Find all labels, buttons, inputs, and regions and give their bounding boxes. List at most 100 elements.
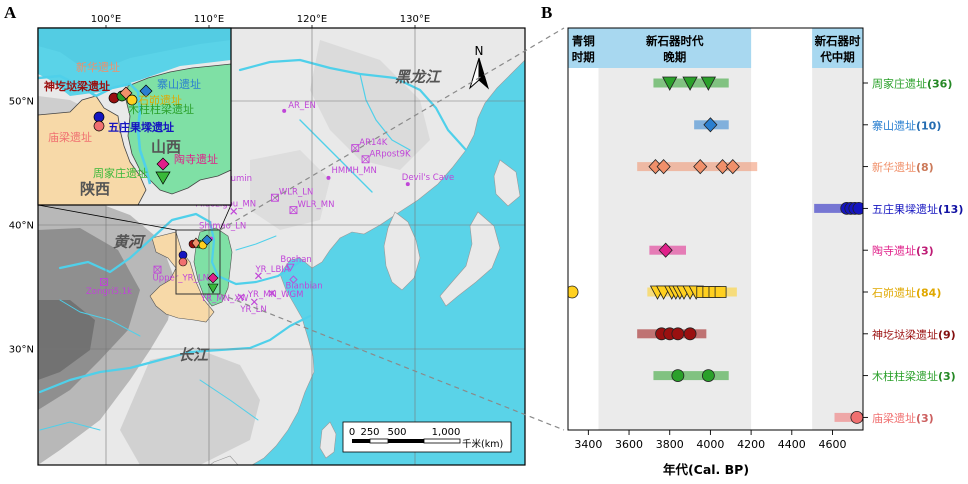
range-bar xyxy=(814,203,863,213)
ref-site-label: Boshan xyxy=(280,255,311,265)
longitude-label: 130°E xyxy=(400,14,430,25)
inset-label-taosi: 陶寺遗址 xyxy=(174,152,218,166)
period-header-label: 时期 xyxy=(572,50,595,64)
latitude-label: 50°N xyxy=(9,97,34,108)
inset-label-miaoliang: 庙梁遗址 xyxy=(48,130,92,144)
range-bar xyxy=(653,371,729,381)
svg-text:250: 250 xyxy=(360,427,379,438)
inset-map: 新华遗址 神圪垯梁遗址 寨山遗址 石峁遗址 木柱柱梁遗址 五庄果墚遗址 庙梁遗址… xyxy=(37,27,232,206)
svg-text:千米(km): 千米(km) xyxy=(462,438,503,450)
ref-site-marker xyxy=(289,275,298,284)
ref-site-zongri5-1k: Zongri5.1k xyxy=(86,278,132,297)
ref-site-devil-s-cave: Devil's Cave xyxy=(402,173,454,187)
main-map-frame xyxy=(37,27,526,466)
leader-line-top xyxy=(219,27,565,231)
period-header-0 xyxy=(568,28,599,68)
ref-site-yr-mn-wgm: YR_MN_WGM xyxy=(247,289,303,300)
data-point xyxy=(852,202,863,215)
period-header-label: 代中期 xyxy=(819,50,855,64)
data-point xyxy=(693,159,708,175)
japan-north xyxy=(493,159,521,207)
ref-site-label: ARpost9K xyxy=(370,149,411,159)
leader-line-bottom xyxy=(219,293,565,431)
korea-peninsula xyxy=(383,211,421,291)
taiwan xyxy=(319,421,337,459)
ref-site-yr-lbia: YR_LBIA xyxy=(254,265,290,280)
row-label: 神圪垯梁遗址(9) xyxy=(872,327,956,341)
site-zhaishan-main xyxy=(201,234,213,246)
site-miaoliang-main xyxy=(178,257,188,267)
ref-site-upper-yr-ln: Upper_YR_LN xyxy=(153,265,209,284)
ref-site-label: AR_EN xyxy=(288,101,316,111)
x-tick-label: 3600 xyxy=(615,438,643,451)
heilong-river xyxy=(238,58,468,152)
x-tick-label: 4400 xyxy=(778,438,806,451)
x-tick-label: 4200 xyxy=(737,438,765,451)
ref-site-ar-en: AR_EN xyxy=(282,101,316,113)
inset-shanxi-region xyxy=(125,63,231,195)
data-point xyxy=(682,76,698,91)
japan xyxy=(439,211,501,307)
ref-site-marker xyxy=(326,175,331,180)
ref-site-label: Devil's Cave xyxy=(402,173,454,183)
data-point xyxy=(700,76,717,91)
row-label: 陶寺遗址(3) xyxy=(872,244,934,258)
inset-shaanxi-region xyxy=(38,95,147,205)
ref-site-marker xyxy=(286,263,295,272)
ref-site-label: Yumin xyxy=(225,174,252,184)
ref-site-label: YR_LBIA xyxy=(254,265,289,275)
ref-site-label: YR_MN_XW xyxy=(200,294,249,304)
inset-connector-right xyxy=(219,204,232,231)
ref-site-bianbian: Bianbian xyxy=(285,275,323,292)
row-0 xyxy=(653,76,729,91)
inset-label-zhaishan: 寨山遗址 xyxy=(157,77,201,91)
latitude-label: 30°N xyxy=(9,345,34,356)
inset-site-wuzhuangguoliang xyxy=(93,111,105,123)
chart-rows xyxy=(568,76,863,424)
ref-site-marker xyxy=(270,193,279,202)
x-tick-label: 3400 xyxy=(574,438,602,451)
ref-site-label: WLR_LN xyxy=(279,188,313,198)
row-6 xyxy=(637,327,707,341)
ref-site-marker xyxy=(99,278,108,286)
inset-label-shaanxi: 陕西 xyxy=(80,180,110,198)
scale-bar: 0 250 500 1,000 千米(km) xyxy=(342,421,512,453)
changjiang-label: 长江 xyxy=(178,346,210,364)
ref-site-marker xyxy=(237,293,245,301)
row-label: 寨山遗址(10) xyxy=(872,118,941,132)
yangtze-river xyxy=(38,314,312,394)
row-label: 石峁遗址(84) xyxy=(872,286,941,300)
inset-label-shimao: 石峁遗址 xyxy=(138,93,182,107)
longitude-labels: 100°E 110°E 120°E 130°E xyxy=(91,14,430,28)
inset-label-shengedaliang: 神圪垯梁遗址 xyxy=(44,79,110,93)
row-label: 庙梁遗址(3) xyxy=(872,411,934,425)
period-bands xyxy=(598,28,863,430)
row-labels: 周家庄遗址(36) 寨山遗址(10) 新华遗址(8) 五庄果墚遗址(13) 陶寺遗址(3… xyxy=(872,77,963,425)
latitude-labels: 50°N 40°N 30°N xyxy=(9,97,34,356)
panel-a-letter: A xyxy=(4,3,17,22)
row-5 xyxy=(568,285,737,300)
inset-connector-left xyxy=(37,204,177,231)
longitude-label: 110°E xyxy=(194,14,224,25)
ref-site-marker xyxy=(289,206,298,215)
row-1 xyxy=(694,117,729,133)
rivers xyxy=(38,58,468,431)
panel-b-letter: B xyxy=(541,3,552,22)
plot-frame xyxy=(567,27,864,431)
ref-site-arpost9k: ARpost9K xyxy=(361,149,411,164)
ref-site-label: WLR_MN xyxy=(297,200,334,210)
heilongjiang-label: 黑龙江 xyxy=(395,68,442,86)
row-label: 木柱柱梁遗址(3) xyxy=(872,369,956,383)
data-point xyxy=(662,76,678,91)
svg-text:500: 500 xyxy=(387,427,406,438)
ref-site-yr-mn-xw: YR_MN_XW xyxy=(200,293,249,304)
inset-site-zhoujiazhuang xyxy=(155,171,171,185)
ref-site-label: YR_LN xyxy=(239,305,266,315)
inset-label-wuzhuangguoliang: 五庄果墚遗址 xyxy=(108,120,174,134)
huanghe-label: 黄河 xyxy=(113,233,146,251)
panel-a: A xyxy=(4,3,565,466)
inset-label-xinhua: 新华遗址 xyxy=(76,60,120,74)
inset-site-shimao xyxy=(126,94,138,106)
svg-text:0: 0 xyxy=(349,427,355,438)
main-map-study-sites xyxy=(175,229,221,295)
